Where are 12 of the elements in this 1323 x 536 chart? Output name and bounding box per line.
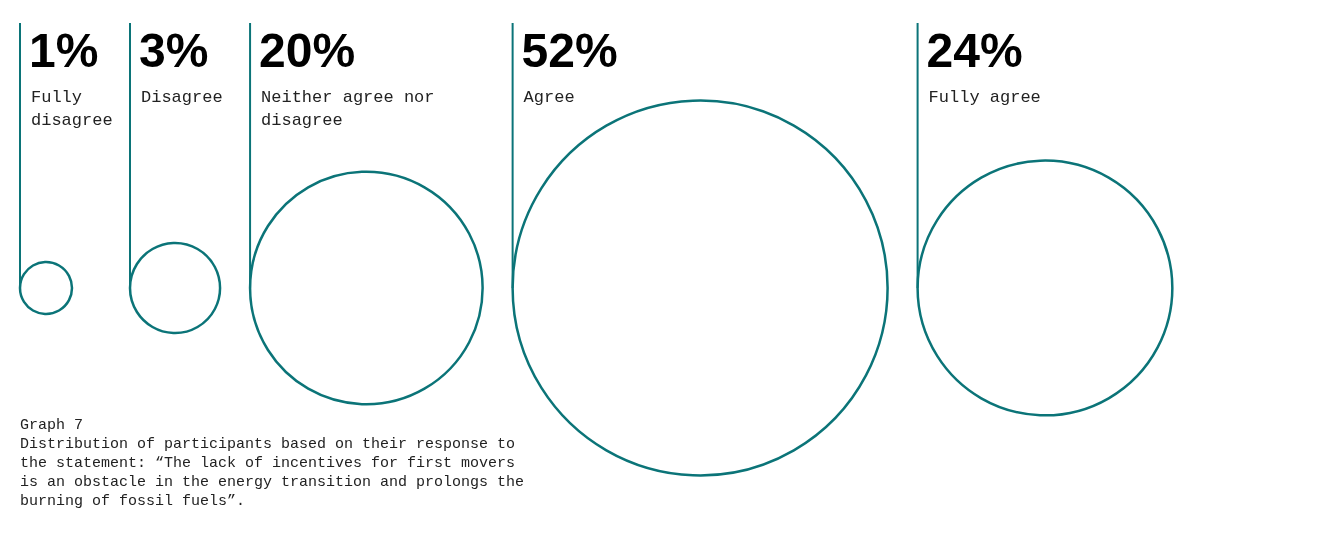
category-label: Neither agree nor disagree xyxy=(261,88,445,130)
data-label: 20% xyxy=(259,23,356,77)
data-label: 24% xyxy=(926,23,1023,77)
category-label: Agree xyxy=(523,88,575,107)
category-label: Disagree xyxy=(141,88,223,107)
data-label: 3% xyxy=(139,23,209,77)
data-label: 1% xyxy=(29,23,99,77)
category-label: Fully agree xyxy=(928,88,1041,107)
text: Graph 7 xyxy=(20,417,84,434)
category-label: Fully disagree xyxy=(31,88,113,130)
data-label: 52% xyxy=(521,23,618,77)
text: Distribution of participants based on their response to the statement: “The lack of incentives for first movers is an obstacle in the energy transition and prolongs the burning of fossil fuels”. xyxy=(20,436,534,510)
